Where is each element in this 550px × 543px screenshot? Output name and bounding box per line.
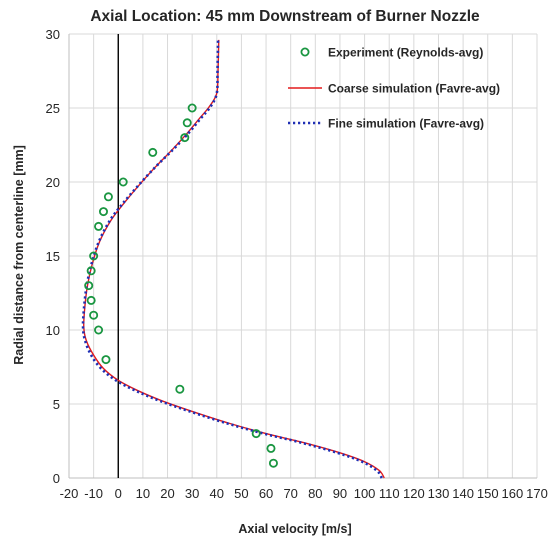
- experiment-point: [89, 251, 99, 261]
- chart-title: Axial Location: 45 mm Downstream of Burn…: [90, 8, 480, 25]
- experiment-point: [103, 192, 113, 202]
- y-tick-label: 30: [46, 27, 60, 42]
- x-tick-label: 100: [354, 486, 376, 501]
- experiment-point: [182, 118, 192, 128]
- fine-simulation-line: [81, 39, 383, 479]
- experiment-point: [84, 281, 94, 291]
- experiment-point: [101, 355, 111, 365]
- experiment-point: [187, 103, 197, 113]
- x-tick-label: 10: [136, 486, 150, 501]
- experiment-point: [98, 207, 108, 217]
- experiment-point: [89, 310, 99, 320]
- x-tick-label: 60: [259, 486, 273, 501]
- experiment-point: [268, 458, 278, 468]
- experiment-point: [180, 133, 190, 143]
- experiment-point: [148, 147, 158, 157]
- x-axis-label: Axial velocity [m/s]: [238, 522, 351, 536]
- tick-labels: -20 -10 0 10 20 30 40 50 60 70 80 90 100 110 120 130 140…: [46, 27, 548, 501]
- experiment-point: [86, 266, 96, 276]
- x-tick-label: 50: [234, 486, 248, 501]
- x-tick-label: 150: [477, 486, 499, 501]
- experiment-points-layer: [84, 103, 278, 468]
- y-tick-label: 15: [46, 249, 60, 264]
- coarse-simulation-line: [83, 39, 385, 479]
- x-tick-label: 140: [452, 486, 474, 501]
- series-layer: [81, 39, 385, 479]
- x-tick-label: 130: [428, 486, 450, 501]
- x-tick-label: 70: [283, 486, 297, 501]
- x-tick-label: 110: [379, 486, 400, 501]
- experiment-point: [118, 177, 128, 187]
- x-tick-label: -10: [84, 486, 103, 501]
- x-tick-label: -20: [60, 486, 79, 501]
- x-tick-label: 20: [160, 486, 174, 501]
- legend: Experiment (Reynolds-avg) Coarse simulati…: [288, 46, 500, 131]
- y-tick-label: 0: [53, 471, 60, 486]
- legend-marker-experiment: [300, 47, 310, 57]
- legend-label: Coarse simulation (Favre-avg): [328, 82, 500, 96]
- experiment-point: [266, 443, 276, 453]
- x-tick-label: 30: [185, 486, 199, 501]
- axes: [68, 34, 537, 479]
- legend-label: Fine simulation (Favre-avg): [328, 117, 484, 131]
- x-tick-label: 40: [210, 486, 224, 501]
- x-tick-label: 90: [333, 486, 347, 501]
- y-tick-label: 20: [46, 175, 60, 190]
- x-tick-label: 170: [526, 486, 548, 501]
- y-tick-label: 5: [53, 397, 60, 412]
- y-tick-label: 25: [46, 101, 60, 116]
- experiment-point: [94, 221, 104, 231]
- x-tick-label: 160: [502, 486, 524, 501]
- experiment-point: [175, 384, 185, 394]
- x-tick-label: 120: [403, 486, 425, 501]
- y-tick-label: 10: [46, 323, 60, 338]
- experiment-point: [251, 429, 261, 439]
- legend-label: Experiment (Reynolds-avg): [328, 46, 483, 60]
- experiment-point: [94, 325, 104, 335]
- x-tick-label: 80: [308, 486, 322, 501]
- experiment-point: [86, 295, 96, 305]
- y-axis-label: Radial distance from centerline [mm]: [12, 145, 26, 365]
- grid: [68, 33, 538, 479]
- x-tick-label: 0: [115, 486, 122, 501]
